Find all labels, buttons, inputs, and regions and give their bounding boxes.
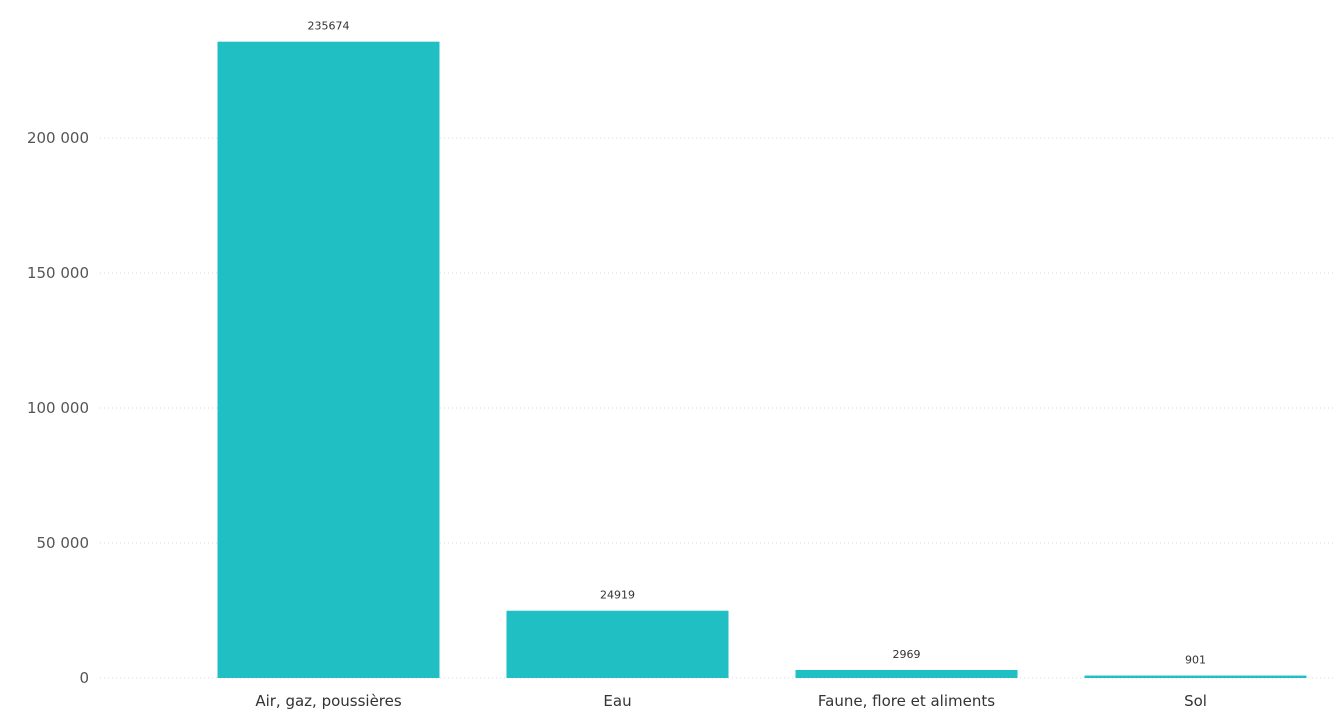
y-tick-label: 100 000 [27,399,89,417]
bar-3 [795,669,1018,678]
data-label: 235674 [308,20,350,33]
bar-4 [1084,675,1307,678]
y-tick-label: 0 [79,669,89,687]
y-tick-label: 200 000 [27,129,89,147]
x-tick-label: Sol [1184,692,1207,710]
x-tick-label: Eau [603,692,631,710]
data-label: 24919 [600,589,635,602]
bar-2 [506,610,729,678]
bar-1 [217,41,440,679]
x-tick-label: Air, gaz, poussières [255,692,402,710]
data-label: 901 [1185,654,1206,667]
y-tick-label: 150 000 [27,264,89,282]
x-tick-label: Faune, flore et aliments [818,692,995,710]
y-tick-label: 50 000 [37,534,90,552]
data-label: 2969 [893,648,921,661]
